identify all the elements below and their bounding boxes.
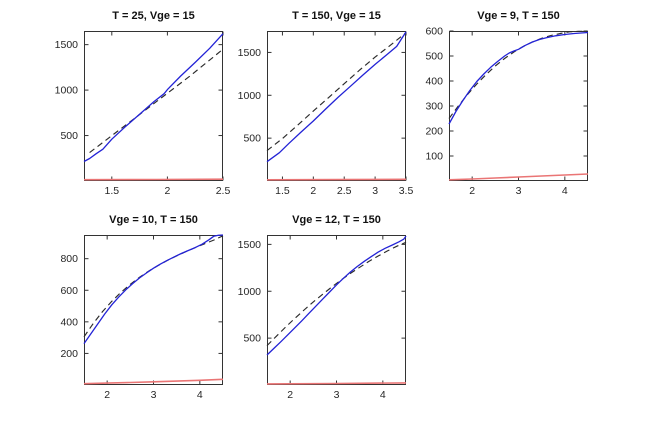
svg-text:500: 500 — [243, 133, 261, 145]
plot-title: Vge = 10, T = 150 — [109, 214, 198, 226]
svg-text:2: 2 — [287, 389, 293, 401]
subplot-vge12-t150: Vge = 12, T = 150 2 3 4 500 1000 1500 — [238, 214, 407, 401]
svg-text:600: 600 — [60, 285, 78, 297]
svg-text:1500: 1500 — [238, 47, 262, 59]
svg-text:2: 2 — [469, 185, 475, 197]
plot-title: Vge = 12, T = 150 — [292, 214, 381, 226]
svg-text:200: 200 — [425, 126, 443, 138]
plot-axes: 2 3 4 200 400 600 800 — [60, 234, 224, 401]
svg-text:2: 2 — [164, 185, 170, 197]
plot-axes: 2 3 4 100 200 300 400 500 600 — [425, 26, 589, 197]
svg-text:1500: 1500 — [55, 39, 79, 51]
svg-text:400: 400 — [425, 76, 443, 88]
subplot-t25-vge15: T = 25, Vge = 15 1.5 2 2.5 500 1000 1500 — [55, 10, 231, 197]
svg-text:1000: 1000 — [238, 90, 262, 102]
plot-title: T = 150, Vge = 15 — [292, 10, 381, 22]
svg-text:400: 400 — [60, 316, 78, 328]
svg-text:1500: 1500 — [238, 239, 262, 251]
svg-text:3: 3 — [334, 389, 340, 401]
svg-text:2: 2 — [310, 185, 316, 197]
plot-axes: 1.5 2 2.5 3 3.5 500 1000 1500 — [238, 31, 413, 197]
svg-text:2: 2 — [104, 389, 110, 401]
svg-text:2.5: 2.5 — [216, 185, 231, 197]
svg-text:2.5: 2.5 — [337, 185, 352, 197]
svg-text:3.5: 3.5 — [399, 185, 414, 197]
svg-text:500: 500 — [425, 51, 443, 63]
svg-text:800: 800 — [60, 253, 78, 265]
svg-text:4: 4 — [380, 389, 386, 401]
svg-text:3: 3 — [372, 185, 378, 197]
plot-title: T = 25, Vge = 15 — [112, 10, 195, 22]
svg-text:500: 500 — [60, 130, 78, 142]
svg-text:3: 3 — [516, 185, 522, 197]
svg-text:1000: 1000 — [55, 85, 79, 97]
svg-text:100: 100 — [425, 151, 443, 163]
subplot-t150-vge15: T = 150, Vge = 15 1.5 2 2.5 3 3.5 500 1000 1500 — [238, 10, 414, 197]
svg-text:600: 600 — [425, 26, 443, 38]
svg-text:200: 200 — [60, 348, 78, 360]
svg-text:1.5: 1.5 — [275, 185, 290, 197]
subplot-vge9-t150: Vge = 9, T = 150 2 3 4 100 200 300 400 500 600 — [425, 10, 589, 197]
plot-axes: 2 3 4 500 1000 1500 — [238, 235, 407, 401]
svg-text:1000: 1000 — [238, 286, 262, 298]
svg-text:4: 4 — [562, 185, 568, 197]
svg-text:300: 300 — [425, 101, 443, 113]
svg-text:500: 500 — [243, 333, 261, 345]
subplot-vge10-t150: Vge = 10, T = 150 2 3 4 200 400 600 800 — [60, 214, 224, 401]
svg-text:3: 3 — [151, 389, 157, 401]
plot-title: Vge = 9, T = 150 — [477, 10, 560, 22]
plot-axes: 1.5 2 2.5 500 1000 1500 — [55, 31, 230, 197]
svg-text:1.5: 1.5 — [104, 185, 119, 197]
svg-text:4: 4 — [197, 389, 203, 401]
